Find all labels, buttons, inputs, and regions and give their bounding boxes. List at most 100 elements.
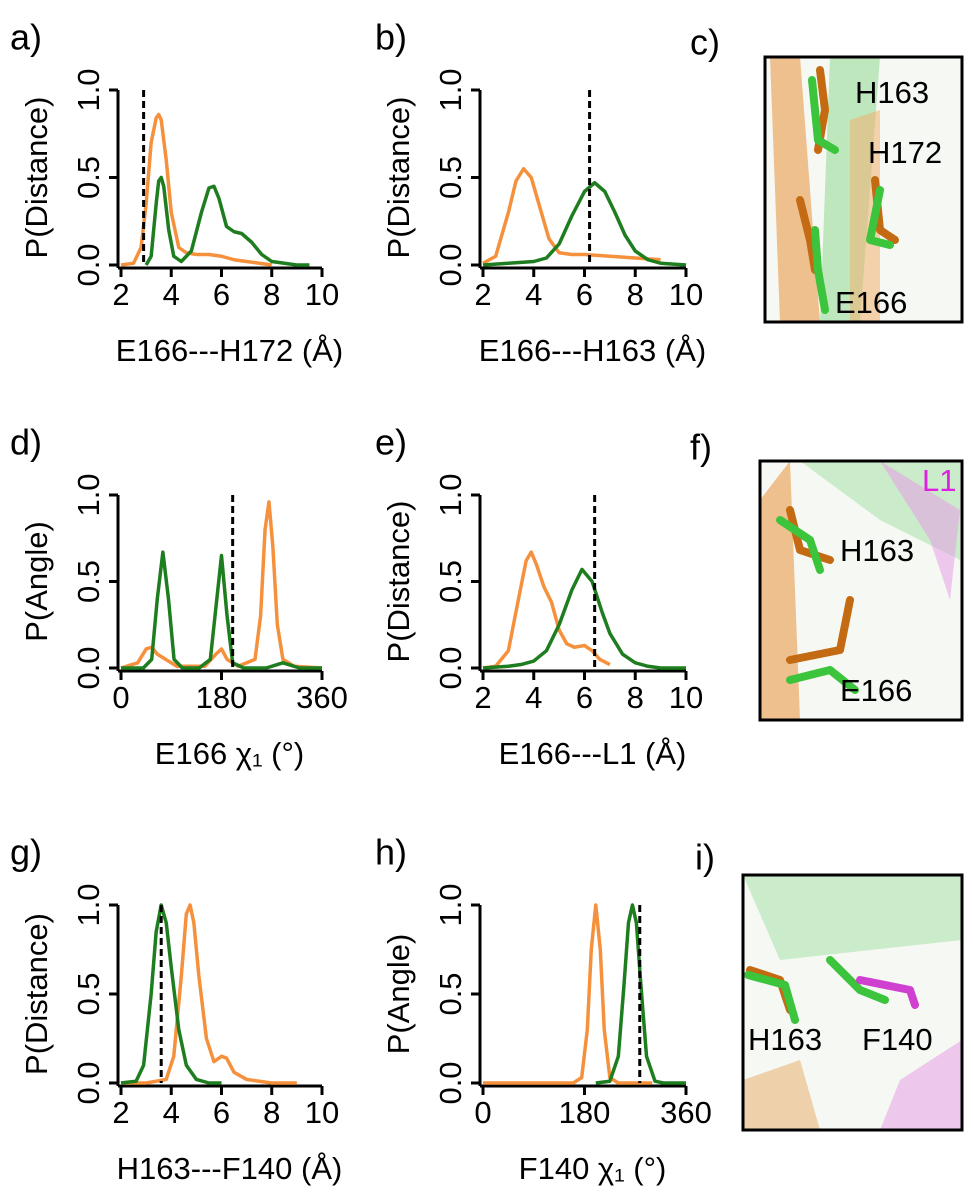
y-tick-label: 0.0 [433, 646, 468, 689]
x-tick-label: 10 [669, 277, 703, 312]
residue-stick [811, 226, 829, 314]
panel-label: c) [690, 22, 720, 63]
y-tick-label: 0.0 [433, 243, 468, 286]
x-tick-label: 360 [660, 1095, 712, 1130]
y-tick-label: 0.5 [71, 156, 106, 199]
ribbon [743, 1060, 820, 1130]
y-tick-label: 0.5 [71, 972, 106, 1015]
x-tick-label: 6 [213, 1095, 230, 1130]
residue-stick [744, 971, 799, 1024]
x-tick-label: 2 [474, 680, 491, 715]
y-tick-label: 1.0 [433, 473, 468, 516]
residue-label: H163 [748, 1022, 822, 1057]
residue-label: F140 [862, 1022, 933, 1057]
panel-label: e) [375, 422, 407, 463]
ribbon [743, 875, 962, 960]
data-line [595, 903, 686, 1085]
data-line [121, 903, 297, 1085]
x-tick-label: 180 [559, 1095, 611, 1130]
ribbon [850, 110, 880, 322]
panel-label: i) [695, 837, 715, 878]
residue-label: H172 [868, 135, 942, 170]
residue-stick [856, 976, 919, 1009]
y-axis-label: P(Angle) [381, 934, 416, 1055]
panel-label: h) [375, 832, 407, 873]
y-tick-label: 0.0 [71, 646, 106, 689]
x-tick-label: 4 [525, 680, 542, 715]
data-line [121, 550, 322, 670]
x-tick-label: 4 [163, 1095, 180, 1130]
panel-label: d) [10, 422, 42, 463]
residue-label: H163 [855, 75, 929, 110]
x-tick-label: 8 [263, 1095, 280, 1130]
y-tick-label: 0.0 [71, 243, 106, 286]
x-tick-label: 2 [112, 1095, 129, 1130]
x-tick-label: 8 [627, 680, 644, 715]
data-line [120, 112, 272, 267]
residue-stick [808, 76, 839, 154]
x-tick-label: 6 [576, 680, 593, 715]
structure-image [743, 875, 962, 1130]
y-tick-label: 0.5 [71, 560, 106, 603]
y-axis-label: P(Distance) [19, 913, 54, 1075]
y-tick-label: 0.0 [71, 1061, 106, 1104]
residue-stick [786, 666, 859, 694]
data-line [482, 550, 611, 670]
residue-label: H163 [840, 533, 914, 568]
residue-stick [786, 596, 854, 664]
x-tick-label: 180 [196, 680, 248, 715]
x-tick-label: 360 [296, 680, 348, 715]
y-axis-label: P(Distance) [381, 501, 416, 663]
y-tick-label: 1.0 [433, 68, 468, 111]
y-axis-label: P(Distance) [381, 97, 416, 259]
y-tick-label: 0.5 [433, 972, 468, 1015]
residue-label: L1 [922, 463, 956, 498]
panel-label: f) [690, 427, 712, 468]
y-tick-label: 1.0 [433, 883, 468, 926]
x-tick-label: 4 [163, 277, 180, 312]
image-frame [763, 55, 964, 324]
x-tick-label: 2 [474, 277, 491, 312]
data-line [482, 167, 661, 265]
x-tick-label: 0 [474, 1095, 491, 1130]
image-frame [741, 873, 964, 1132]
ribbon [880, 1040, 962, 1130]
ribbon [880, 461, 960, 600]
data-line [483, 903, 653, 1085]
x-tick-label: 10 [305, 277, 339, 312]
x-tick-label: 6 [576, 277, 593, 312]
y-tick-label: 0.0 [433, 1061, 468, 1104]
x-tick-label: 4 [525, 277, 542, 312]
x-tick-label: 8 [627, 277, 644, 312]
data-line [120, 903, 222, 1085]
panel-label: g) [10, 832, 42, 873]
residue-stick [786, 506, 834, 564]
residue-stick [866, 186, 894, 249]
x-axis-label: H163---F140 (Å) [117, 1151, 343, 1186]
panel-label: b) [375, 17, 407, 58]
x-tick-label: 10 [669, 680, 703, 715]
data-line [482, 181, 687, 267]
y-tick-label: 1.0 [71, 883, 106, 926]
data-line [144, 175, 310, 267]
x-axis-label: F140 χ₁ (°) [519, 1151, 667, 1186]
panel-label: a) [10, 17, 42, 58]
residue-stick [826, 956, 889, 1004]
x-axis-label: E166 χ₁ (°) [155, 736, 304, 771]
x-tick-label: 10 [305, 1095, 339, 1130]
data-line [482, 567, 686, 670]
x-axis-label: E166---H163 (Å) [479, 333, 706, 368]
y-tick-label: 1.0 [71, 473, 106, 516]
x-tick-label: 0 [112, 680, 129, 715]
residue-label: E166 [835, 285, 907, 320]
x-axis-label: E166---H172 (Å) [116, 333, 343, 368]
x-tick-label: 8 [263, 277, 280, 312]
data-line [120, 500, 323, 670]
x-tick-label: 6 [213, 277, 230, 312]
y-tick-label: 0.5 [433, 560, 468, 603]
structure-image [770, 57, 899, 322]
image-frame [758, 459, 964, 722]
residue-label: E166 [840, 673, 912, 708]
residue-stick [776, 516, 824, 574]
